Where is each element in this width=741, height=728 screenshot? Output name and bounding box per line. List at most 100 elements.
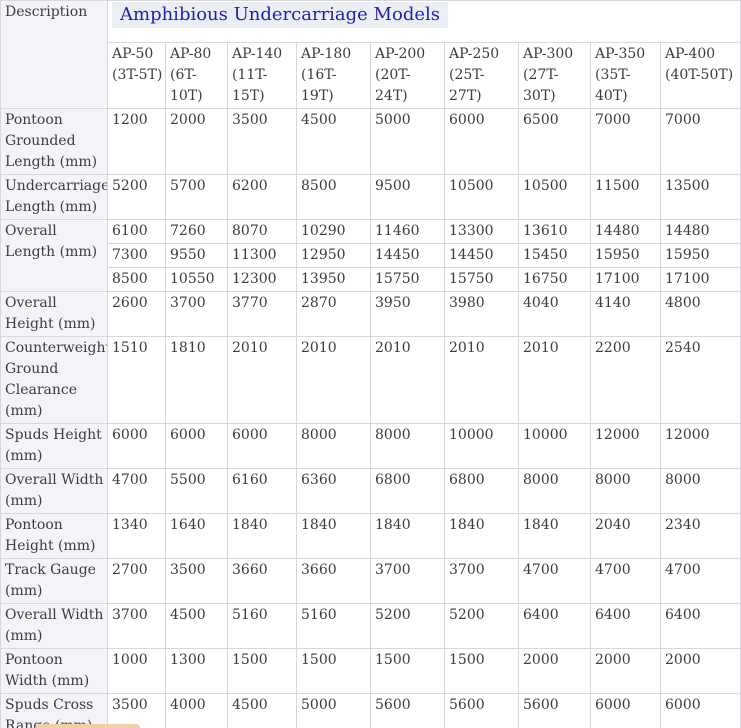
model-name: AP-50 xyxy=(112,46,154,62)
spec-value-cell: 13500 xyxy=(659,174,741,220)
spec-value-cell: 1300 xyxy=(165,648,228,694)
row-label-track-gauge: Track Gauge (mm) xyxy=(0,558,108,604)
spec-value-cell: 8000 xyxy=(296,423,371,469)
spec-value-cell: 1500 xyxy=(444,648,519,694)
model-tonnage-range: (40T-50T) xyxy=(665,67,734,83)
spec-value-cell: 11460 xyxy=(370,219,445,244)
spec-value-cell: 15950 xyxy=(590,243,661,268)
spec-value-cell: 6100 xyxy=(107,219,166,244)
spec-value-cell: 7000 xyxy=(590,108,661,175)
spec-value-cell: 3700 xyxy=(370,558,445,604)
spec-value-cell: 5160 xyxy=(296,603,371,649)
spec-value-cell: 4700 xyxy=(659,558,741,604)
spec-value-cell: 5200 xyxy=(444,603,519,649)
spec-value-cell: 1500 xyxy=(296,648,371,694)
spec-value-cell: 1840 xyxy=(370,513,445,559)
spec-value-cell: 2600 xyxy=(107,291,166,337)
spec-value-cell: 1840 xyxy=(227,513,297,559)
row-label-overall-width-2: Overall Width (mm) xyxy=(0,603,108,649)
spec-value-cell: 3700 xyxy=(165,291,228,337)
row-label-pontoon-height: Pontoon Height (mm) xyxy=(0,513,108,559)
spec-value-cell: 10550 xyxy=(165,267,228,292)
spec-value-cell: 2000 xyxy=(659,648,741,694)
model-tonnage-range: (20T-24T) xyxy=(375,67,411,104)
table-row: Counterweight Ground Clearance (mm) 1510… xyxy=(0,336,741,424)
column-header-ap-250: AP-250 (25T-27T) xyxy=(444,42,519,109)
spec-value-cell: 4700 xyxy=(518,558,591,604)
spec-value-cell: 2010 xyxy=(518,336,591,424)
spec-value-cell: 1500 xyxy=(227,648,297,694)
column-header-ap-300: AP-300 (27T-30T) xyxy=(518,42,591,109)
model-tonnage-range: (3T-5T) xyxy=(112,67,163,83)
column-header-ap-50: AP-50 (3T-5T) xyxy=(107,42,166,109)
spec-value-cell: 5000 xyxy=(296,693,371,728)
spec-value-cell: 6000 xyxy=(659,693,741,728)
spec-value-cell: 3700 xyxy=(444,558,519,604)
spec-value-cell: 6400 xyxy=(659,603,741,649)
row-label-spuds-cross-range: Spuds Cross Range (mm) xyxy=(0,693,108,728)
table-row: Overall Width (mm) 3700 4500 5160 5160 5200 5… xyxy=(0,603,741,649)
spec-value-cell: 10000 xyxy=(518,423,591,469)
row-label-overall-width: Overall Width (mm) xyxy=(0,468,108,514)
table-row: Pontoon Grounded Length (mm) 1200 2000 350… xyxy=(0,108,741,175)
spec-value-cell: 13950 xyxy=(296,267,371,292)
row-label-spuds-height: Spuds Height (mm) xyxy=(0,423,108,469)
column-header-ap-200: AP-200 (20T-24T) xyxy=(370,42,445,109)
table-row: Spuds Height (mm) 6000 6000 6000 8000 8000 10… xyxy=(0,423,741,469)
spec-value-cell: 4800 xyxy=(659,291,741,337)
spec-value-cell: 14480 xyxy=(590,219,661,244)
spec-value-cell: 4700 xyxy=(107,468,166,514)
spec-value-cell: 5200 xyxy=(107,174,166,220)
spec-value-cell: 5600 xyxy=(444,693,519,728)
spec-value-cell: 14480 xyxy=(659,219,741,244)
spec-value-cell: 6000 xyxy=(227,423,297,469)
spec-value-cell: 2000 xyxy=(165,108,228,175)
spec-value-cell: 16750 xyxy=(518,267,591,292)
row-label-overall-length: Overall Length (mm) xyxy=(0,219,108,292)
spec-value-cell: 3660 xyxy=(227,558,297,604)
table-title-cell: Amphibious Undercarriage Models xyxy=(106,0,741,43)
spec-value-cell: 4500 xyxy=(227,693,297,728)
spec-value-cell: 2000 xyxy=(590,648,661,694)
spec-value-cell: 2000 xyxy=(518,648,591,694)
model-name: AP-250 xyxy=(449,46,500,62)
spec-value-cell: 7260 xyxy=(165,219,228,244)
spec-value-cell: 6000 xyxy=(107,423,166,469)
spec-value-cell: 5160 xyxy=(227,603,297,649)
spec-value-cell: 15750 xyxy=(370,267,445,292)
spec-value-cell: 10290 xyxy=(296,219,371,244)
spec-value-cell: 6160 xyxy=(227,468,297,514)
model-tonnage-range: (27T-30T) xyxy=(523,67,559,104)
spec-value-cell: 3950 xyxy=(370,291,445,337)
model-tonnage-range: (11T-15T) xyxy=(232,67,268,104)
spec-value-cell: 15450 xyxy=(518,243,591,268)
spec-value-cell: 2010 xyxy=(444,336,519,424)
spec-value-cell: 2200 xyxy=(590,336,661,424)
spec-value-cell: 4500 xyxy=(165,603,228,649)
spec-value-cell: 1510 xyxy=(107,336,166,424)
model-tonnage-range: (35T-40T) xyxy=(595,67,631,104)
spec-value-cell: 8500 xyxy=(296,174,371,220)
table-row: Overall Width (mm) 4700 5500 6160 6360 6800 6… xyxy=(0,468,741,514)
table-row: Undercarriage Length (mm) 5200 5700 6200 85… xyxy=(0,174,741,220)
spec-value-cell: 14450 xyxy=(370,243,445,268)
model-name: AP-300 xyxy=(523,46,574,62)
spec-value-cell: 1500 xyxy=(370,648,445,694)
spec-value-cell: 10500 xyxy=(518,174,591,220)
spec-value-cell: 6000 xyxy=(165,423,228,469)
spec-value-cell: 7300 xyxy=(107,243,166,268)
spec-value-cell: 2870 xyxy=(296,291,371,337)
spec-value-cell: 3500 xyxy=(107,693,166,728)
spec-value-cell: 3500 xyxy=(165,558,228,604)
description-header-cell: Description xyxy=(0,0,108,109)
spec-value-cell: 7000 xyxy=(659,108,741,175)
spec-value-cell: 9500 xyxy=(370,174,445,220)
spec-value-cell: 6200 xyxy=(227,174,297,220)
spec-value-cell: 8070 xyxy=(227,219,297,244)
spec-value-cell: 11500 xyxy=(590,174,661,220)
spec-value-cell: 2340 xyxy=(659,513,741,559)
spec-value-cell: 2700 xyxy=(107,558,166,604)
table-row: Pontoon Width (mm) 1000 1300 1500 1500 1500 1… xyxy=(0,648,741,694)
spec-value-cell: 8000 xyxy=(370,423,445,469)
spec-value-cell: 3770 xyxy=(227,291,297,337)
